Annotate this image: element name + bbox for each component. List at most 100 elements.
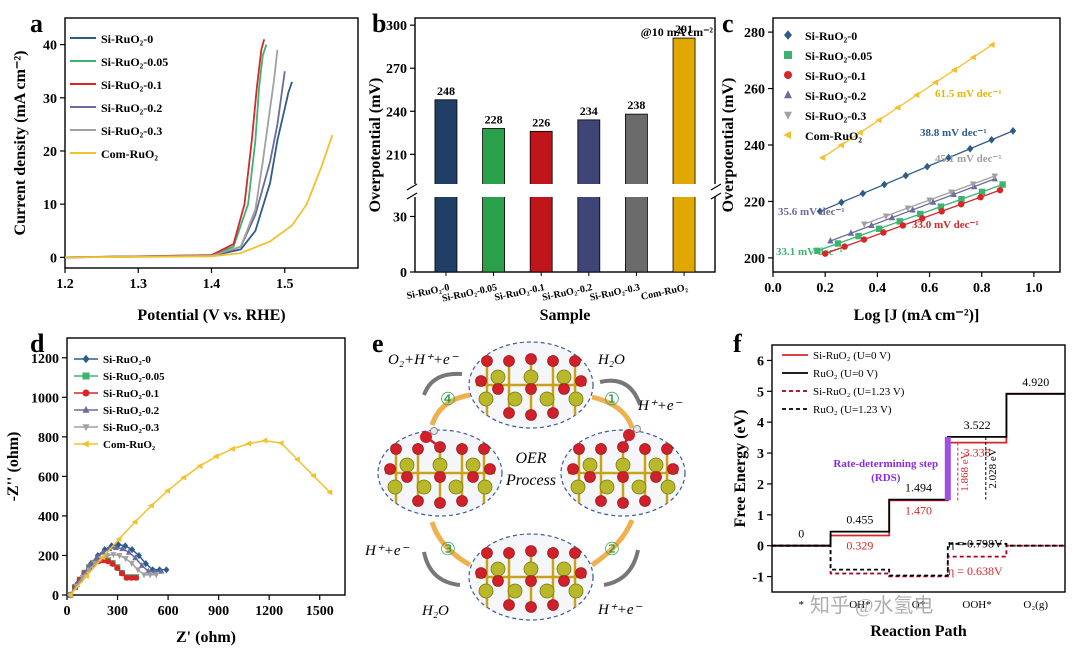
a-y-tick-label: 40 <box>43 39 57 54</box>
c-data-point <box>924 162 931 171</box>
d-y-tick-label: 200 <box>38 549 59 564</box>
cluster-left-ru-atom <box>465 457 481 473</box>
d-data-point <box>164 487 171 494</box>
panel-letter-d: d <box>30 329 45 358</box>
d-data-point <box>118 570 125 577</box>
d-data-point <box>326 489 333 496</box>
d-data-point <box>310 472 317 479</box>
scheme-arrow-4 <box>429 392 471 426</box>
cluster-right-o-atom <box>617 497 629 509</box>
cluster-bottom-ru-atom <box>478 583 494 599</box>
panel-letter-a: a <box>30 9 43 38</box>
d-x-tick-label: 300 <box>107 604 128 619</box>
a-y-tick-label: 0 <box>50 251 57 266</box>
b-y-tick-label: 240 <box>386 105 407 120</box>
a-x-tick-label: 1.4 <box>203 277 221 292</box>
d-y-axis-label: -Z'' (ohm) <box>5 432 22 502</box>
cluster-top-ru-atom <box>523 369 539 385</box>
d-data-point <box>122 542 129 550</box>
f-rds-label-2: (RDS) <box>871 472 901 484</box>
scheme-arc-3 <box>422 551 461 587</box>
cluster-bottom-ru-atom <box>556 561 572 577</box>
d-legend-marker <box>81 440 89 448</box>
a-series-line <box>64 39 266 259</box>
d-data-point <box>112 543 119 550</box>
b-bar <box>529 130 553 273</box>
c-y-tick-label: 200 <box>744 252 765 267</box>
cluster-left-o-atom <box>434 471 446 483</box>
c-data-point <box>977 194 984 201</box>
scheme-label-top-right-2: H⁺+e⁻ <box>637 398 683 414</box>
scheme-step-number: ① <box>604 389 620 409</box>
cluster-bottom-o-atom <box>547 599 559 611</box>
d-data-point <box>212 453 219 460</box>
d-data-point <box>114 564 121 571</box>
b-axis-break-band <box>405 184 725 197</box>
c-data-point <box>945 153 952 162</box>
c-data-point <box>950 190 957 197</box>
d-data-point <box>122 556 129 563</box>
c-legend-label: Si-RuO₂-0 <box>805 29 857 43</box>
cluster-left-ru-atom <box>387 479 403 495</box>
a-legend-label: Si-RuO₂-0 <box>101 32 153 46</box>
cluster-bottom-o-atom <box>492 575 504 587</box>
d-y-tick-label: 0 <box>52 589 59 604</box>
cluster-right-ru-atom <box>599 479 615 495</box>
cluster-left-ru-atom <box>432 457 448 473</box>
c-slope-label: 33.1 mV dec⁻¹ <box>776 246 843 258</box>
b-y-tick-label: 300 <box>386 19 407 34</box>
cluster-left-o-atom <box>401 471 413 483</box>
f-y-tick-label: 1 <box>757 509 764 524</box>
b-x-tick-label: Si-RuO₂-0.05 <box>441 282 498 304</box>
cluster-top-ru-atom <box>539 391 555 407</box>
c-data-point <box>827 237 834 244</box>
c-data-point <box>837 141 844 149</box>
scheme-step-number: ② <box>604 539 620 559</box>
c-fit-line <box>817 183 1003 252</box>
a-x-axis-label: Potential (V vs. RHE) <box>137 307 285 324</box>
a-y-tick-label: 10 <box>43 198 57 213</box>
scheme-label-bottom-left-1: H⁺+e⁻ <box>364 543 410 559</box>
c-legend-marker <box>784 90 792 99</box>
a-legend-label: Si-RuO₂-0.05 <box>101 55 168 69</box>
f-series-path <box>772 544 1065 578</box>
f-x-axis-label: Reaction Path <box>870 623 967 640</box>
c-data-point <box>1009 127 1017 135</box>
cluster-left-o-atom <box>456 495 468 507</box>
d-legend-label: Si-RuO₂-0.05 <box>103 371 165 383</box>
cluster-left-o-atom <box>478 443 490 455</box>
cluster-top-ru-atom <box>556 369 572 385</box>
d-legend-marker <box>82 389 90 397</box>
d-y-tick-label: 1200 <box>31 352 59 367</box>
cluster-right-o-atom <box>639 495 651 507</box>
c-x-tick-label: 0.0 <box>764 281 782 296</box>
cluster-right-ru-atom <box>570 479 586 495</box>
cluster-bottom-o-atom <box>503 547 515 559</box>
c-data-point <box>875 116 882 124</box>
d-y-tick-label: 800 <box>38 431 59 446</box>
f-value-label: 4.920 <box>1022 375 1049 389</box>
a-y-axis-label: Current density (mA cm⁻²) <box>12 51 29 236</box>
d-data-point <box>108 542 115 550</box>
c-y-tick-label: 220 <box>744 195 765 210</box>
f-y-tick-label: 4 <box>757 416 764 431</box>
d-data-point <box>82 573 89 580</box>
c-data-point <box>919 215 926 222</box>
c-legend-marker <box>784 71 792 79</box>
c-x-tick-label: 0.4 <box>869 281 887 296</box>
cluster-top-o-atom <box>558 383 570 395</box>
d-data-point <box>163 566 170 574</box>
c-legend-marker <box>783 131 792 139</box>
c-data-point <box>894 104 901 111</box>
d-data-point <box>245 440 252 447</box>
d-data-point <box>277 440 284 447</box>
f-rds-label-1: Rate-determining step <box>833 458 938 470</box>
c-y-axis-label: Overpotential (mV) <box>720 78 737 213</box>
d-data-point <box>153 572 160 579</box>
d-data-point <box>228 445 235 452</box>
c-data-point <box>816 207 824 216</box>
cluster-right-o-atom <box>584 471 596 483</box>
f-value-label-red: 1.470 <box>905 503 932 517</box>
cluster-right-ru-atom <box>660 479 676 495</box>
